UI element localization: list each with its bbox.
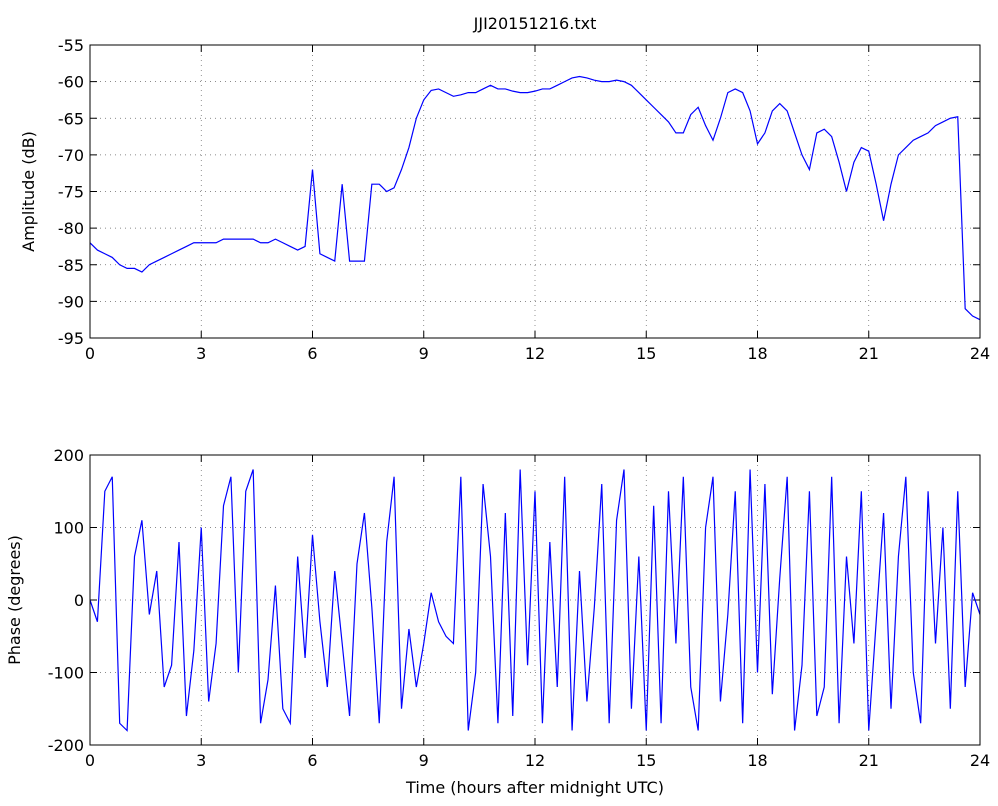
x-tick-label: 9: [419, 751, 429, 770]
x-tick-label: 18: [747, 344, 767, 363]
x-tick-label: 24: [970, 751, 990, 770]
x-tick-label: 21: [859, 751, 879, 770]
x-tick-label: 15: [636, 751, 656, 770]
y-axis-label: Amplitude (dB): [19, 131, 38, 252]
data-line: [89, 469, 981, 732]
y-tick-label: -90: [58, 292, 84, 311]
x-tick-label: 0: [85, 751, 95, 770]
y-tick-label: -85: [58, 256, 84, 275]
x-axis-label: Time (hours after midnight UTC): [405, 778, 664, 797]
x-tick-label: 24: [970, 344, 990, 363]
x-tick-label: 18: [747, 751, 767, 770]
x-tick-label: 12: [525, 751, 545, 770]
y-tick-label: -75: [58, 183, 84, 202]
y-axis-label: Phase (degrees): [5, 535, 24, 665]
y-tick-label: -200: [48, 736, 84, 755]
x-tick-label: 3: [196, 751, 206, 770]
y-tick-label: -55: [58, 36, 84, 55]
x-tick-label: 0: [85, 344, 95, 363]
y-tick-label: -95: [58, 329, 84, 348]
x-tick-label: 21: [859, 344, 879, 363]
y-tick-label: -80: [58, 219, 84, 238]
chart-title: JJI20151216.txt: [473, 14, 597, 33]
x-tick-label: 6: [307, 344, 317, 363]
x-tick-label: 9: [419, 344, 429, 363]
y-tick-label: -70: [58, 146, 84, 165]
data-line: [89, 75, 981, 321]
y-tick-label: 0: [74, 591, 84, 610]
x-tick-label: 12: [525, 344, 545, 363]
x-tick-label: 6: [307, 751, 317, 770]
y-tick-label: 200: [53, 446, 84, 465]
x-tick-label: 15: [636, 344, 656, 363]
y-tick-label: 100: [53, 519, 84, 538]
y-tick-label: -100: [48, 664, 84, 683]
y-tick-label: -65: [58, 109, 84, 128]
axes-frame: [89, 44, 981, 339]
x-tick-label: 3: [196, 344, 206, 363]
axes-frame: [89, 454, 981, 746]
y-tick-label: -60: [58, 73, 84, 92]
